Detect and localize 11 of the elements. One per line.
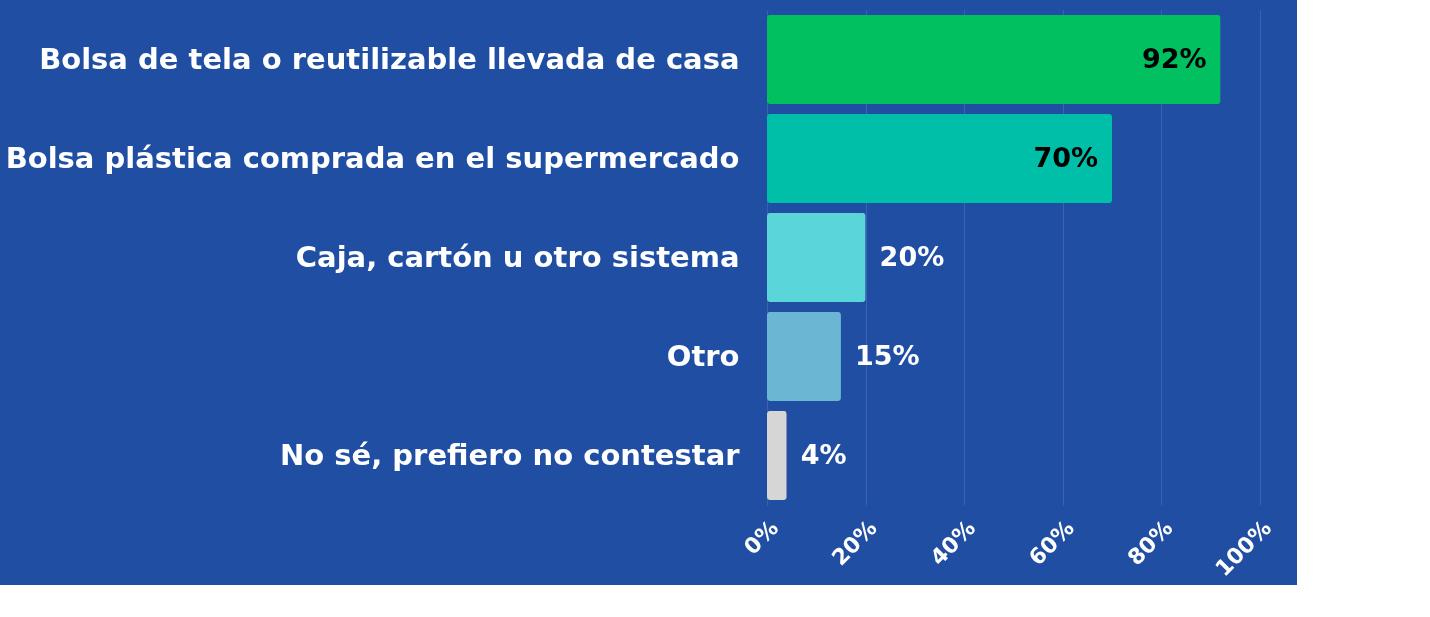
y-tick-label: Bolsa plástica comprada en el supermercado	[5, 140, 740, 175]
data-label: 92%	[1141, 42, 1207, 74]
y-tick-label: Bolsa de tela o reutilizable llevada de casa	[39, 41, 740, 76]
y-tick-label: No sé, prefiero no contestar	[280, 437, 741, 472]
x-tick-label: 0%	[738, 515, 784, 560]
y-tick-label: Caja, cartón u otro sistema	[295, 239, 740, 274]
data-label: 20%	[879, 240, 945, 272]
data-label: 70%	[1033, 141, 1099, 173]
data-label: 4%	[800, 438, 847, 470]
y-tick-label: Otro	[666, 338, 740, 373]
data-label: 15%	[854, 339, 920, 371]
